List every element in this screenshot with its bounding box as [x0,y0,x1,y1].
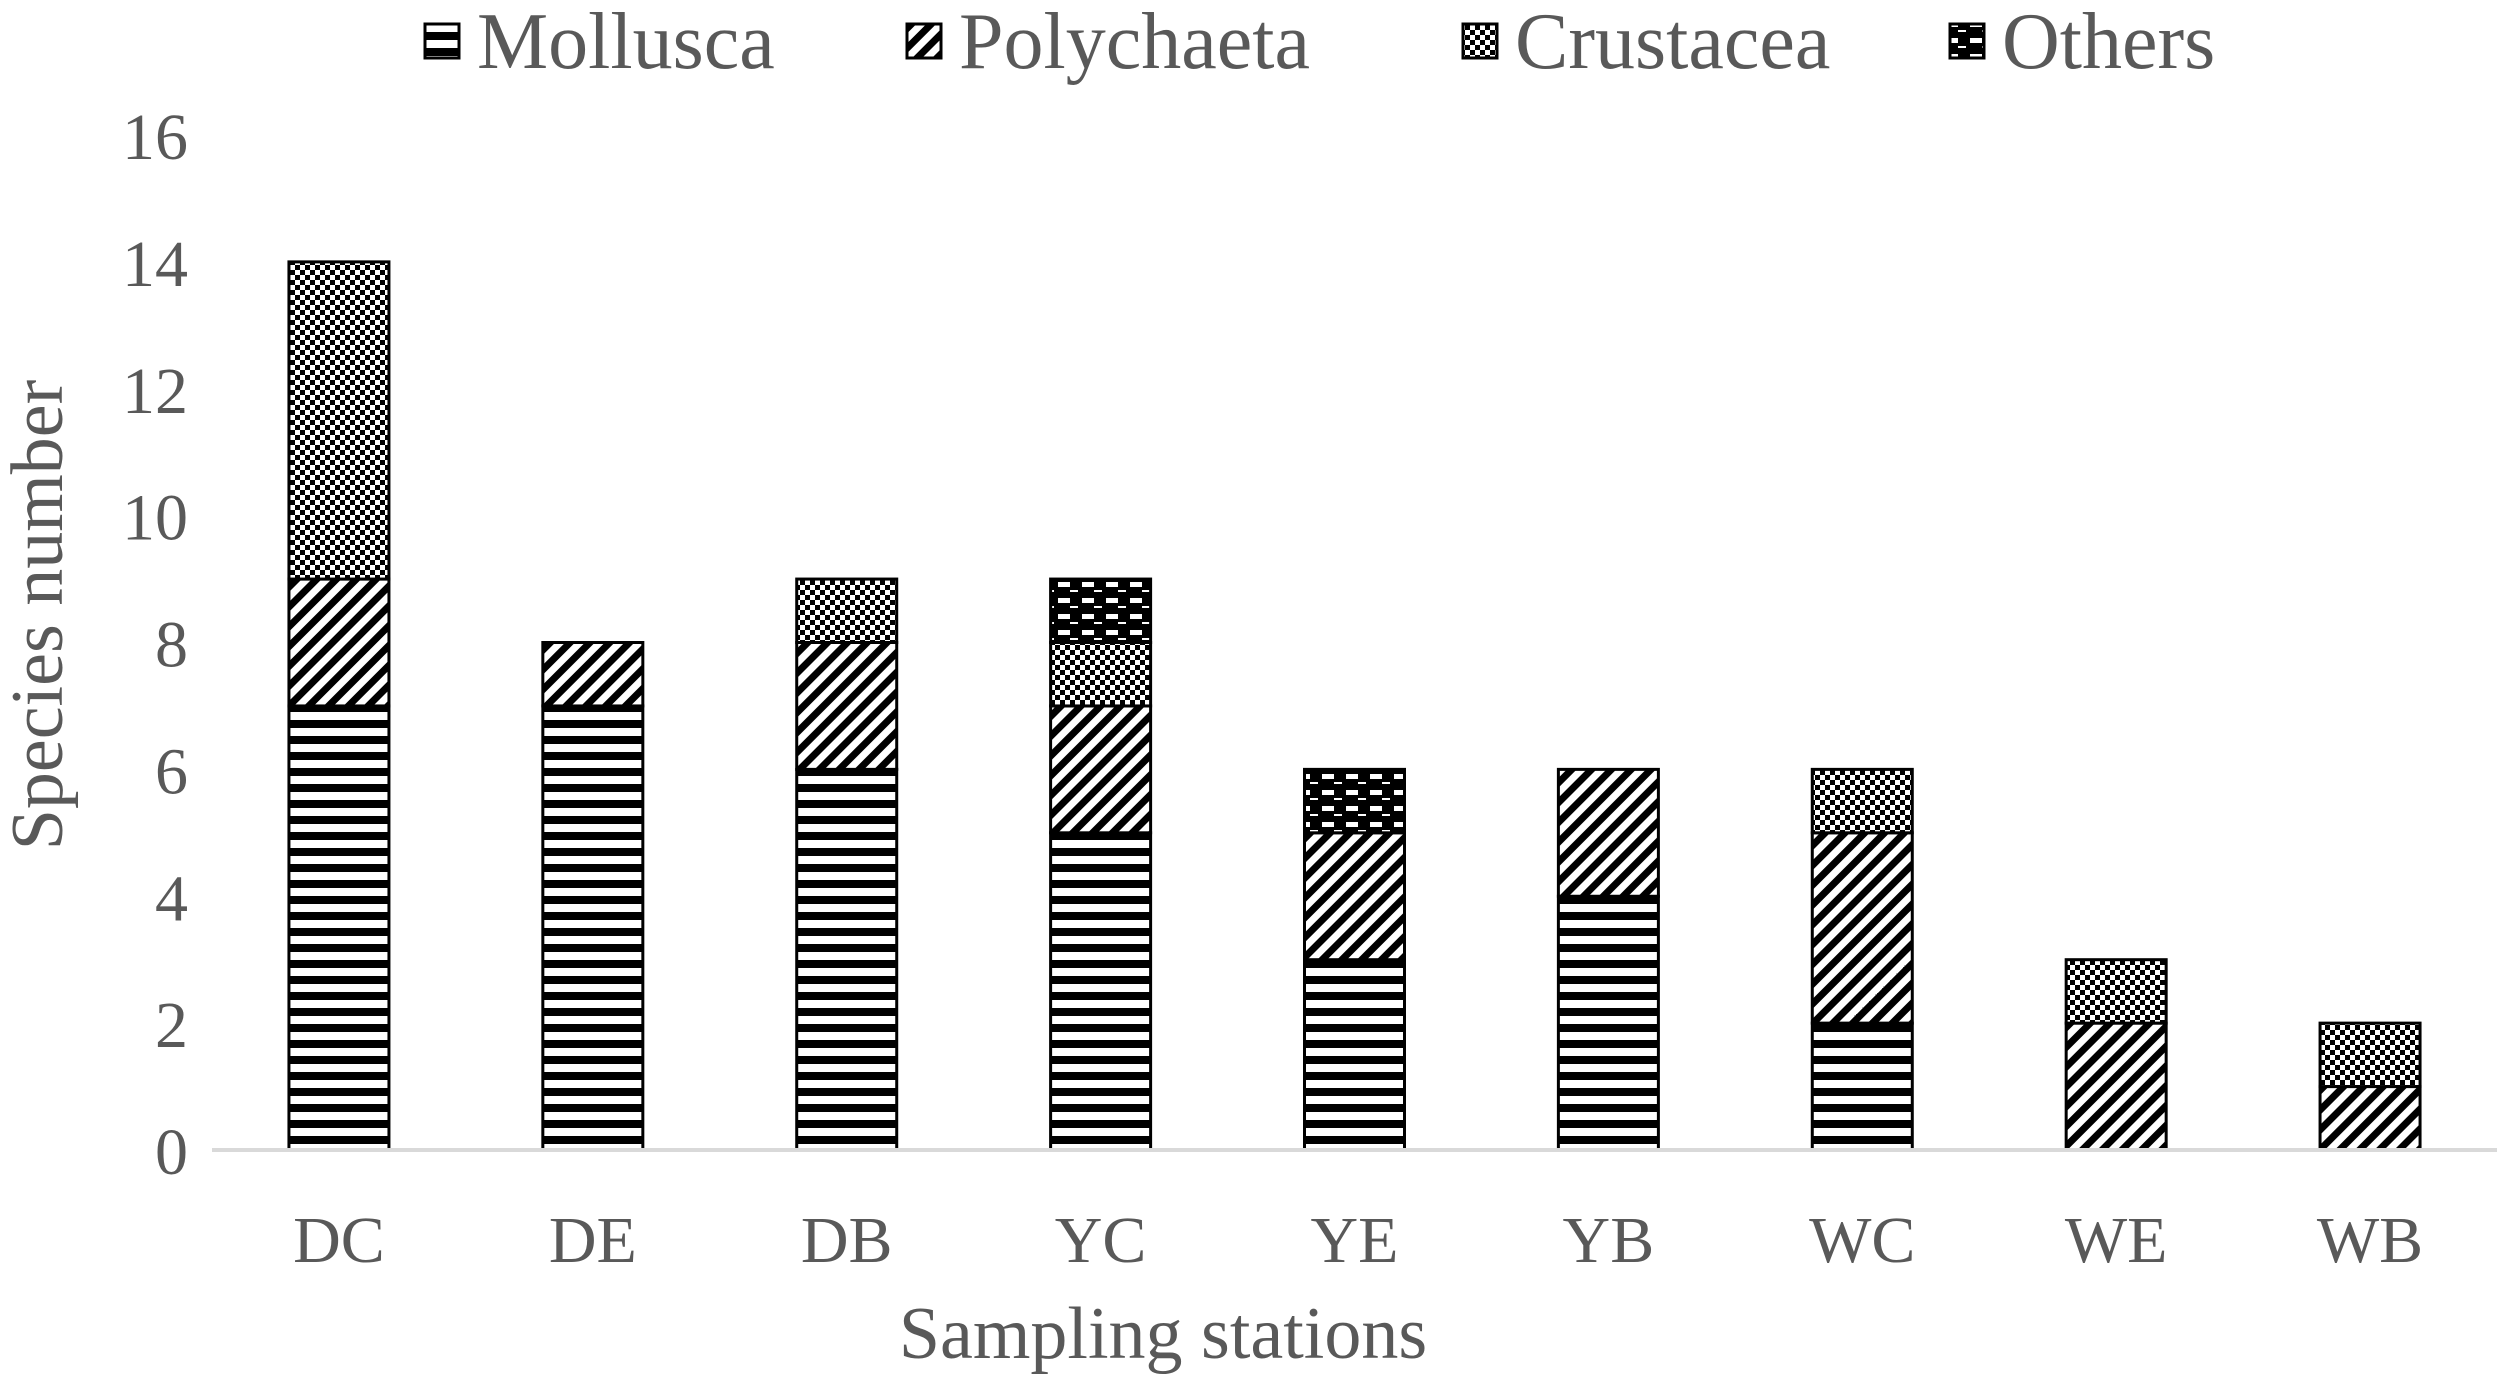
bar-segment-mollusca [1303,958,1406,1152]
bar-segment-polychaeta [795,641,899,771]
bar-segment-mollusca [541,704,645,1152]
bar-stack-dc [287,260,391,1152]
bar-stack-ye [1303,767,1406,1152]
legend-item-mollusca: Mollusca [423,0,775,86]
bars [287,260,2422,1152]
y-tick-label: 10 [122,482,188,555]
legend-swatch [905,22,943,60]
bar-stack-we [2064,958,2168,1152]
bar-segment-polychaeta [1303,831,1406,962]
x-tick-label: YB [1563,1204,1655,1277]
x-tick-label: DE [549,1204,637,1277]
bar-segment-mollusca [1049,831,1153,1152]
y-tick-label: 14 [122,228,188,301]
bar-segment-mollusca [795,767,899,1152]
x-tick-label: WC [1809,1204,1915,1277]
legend-label: Mollusca [477,0,775,86]
legend-item-polychaeta: Polychaeta [905,0,1310,86]
bar-segment-others [1303,767,1406,835]
y-tick-label: 4 [155,862,188,935]
bar-segment-polychaeta [2318,1085,2422,1152]
x-tick-label: DC [293,1204,385,1277]
bar-segment-polychaeta [287,577,391,708]
y-tick-label: 2 [155,989,188,1062]
bar-segment-crustacea [287,260,391,581]
legend-item-others: Others [1948,0,2215,86]
x-tick-label: YE [1311,1204,1399,1277]
bar-stack-de [541,641,645,1152]
bar-stack-wb [2318,1021,2422,1152]
x-tick-label: WB [2317,1204,2423,1277]
bar-segment-mollusca [287,704,391,1152]
x-tick-label: WE [2065,1204,2168,1277]
bar-stack-db [795,577,899,1152]
y-tick-label: 16 [122,101,188,174]
bar-segment-crustacea [2064,958,2168,1025]
x-axis-ticks: DC DE DB YC YE YB WC WE WB [293,1204,2423,1277]
bar-segment-others [1049,577,1153,644]
bar-segment-mollusca [1556,894,1660,1152]
legend-label: Crustacea [1515,0,1830,86]
y-axis-ticks: 0 2 4 6 8 10 12 14 16 [122,101,188,1189]
bar-segment-polychaeta [541,641,645,708]
bar-segment-polychaeta [2064,1021,2168,1152]
bar-segment-mollusca [1810,1021,1914,1152]
bar-segment-crustacea [1810,767,1914,835]
legend-label: Polychaeta [959,0,1310,86]
legend-swatch [423,22,461,60]
y-axis-title: Species number [0,380,79,851]
bar-segment-polychaeta [1810,831,1914,1025]
bar-stack-wc [1810,767,1914,1152]
bar-segment-crustacea [795,577,899,644]
legend-item-crustacea: Crustacea [1461,0,1830,86]
y-tick-label: 12 [122,355,188,428]
bar-stack-yc [1049,577,1153,1152]
bar-segment-polychaeta [1556,767,1660,898]
y-tick-label: 8 [155,609,188,682]
x-axis-title: Sampling stations [899,1293,1427,1375]
x-tick-label: YC [1055,1204,1147,1277]
bar-segment-crustacea [2318,1021,2422,1089]
legend: Mollusca Polychaeta Crustacea Others [423,0,2215,86]
legend-label: Others [2002,0,2215,86]
legend-swatch [1461,22,1499,60]
y-tick-label: 0 [155,1116,188,1189]
legend-swatch [1948,22,1986,60]
bar-stack-yb [1556,767,1660,1152]
bar-segment-crustacea [1049,641,1153,708]
x-tick-label: DB [801,1204,893,1277]
bar-segment-polychaeta [1049,704,1153,835]
y-tick-label: 6 [155,735,188,808]
